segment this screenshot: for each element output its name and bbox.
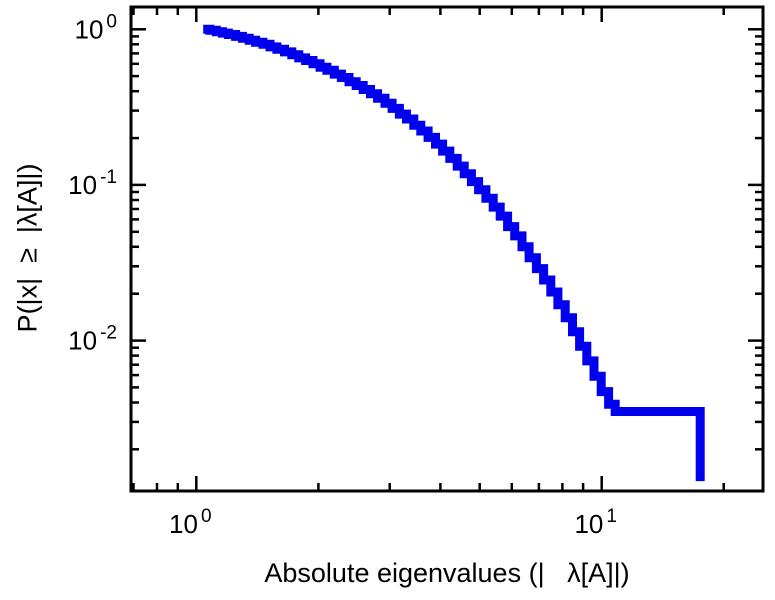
x-tick-label: 10 1 [574,506,617,539]
y-tick-label: 10 0 [75,11,118,44]
x-tick-label: 10 0 [169,506,212,539]
ccdf-curve [203,24,705,482]
plot-frame [129,5,765,493]
y-tick-label: 10 -2 [68,323,117,356]
y-tick-label: 10 -1 [68,167,117,200]
x-axis-label: Absolute eigenvalues (| λ[A]|) [264,558,630,588]
y-axis-label: P(|x| ≥ |λ[A]|) [12,163,43,333]
